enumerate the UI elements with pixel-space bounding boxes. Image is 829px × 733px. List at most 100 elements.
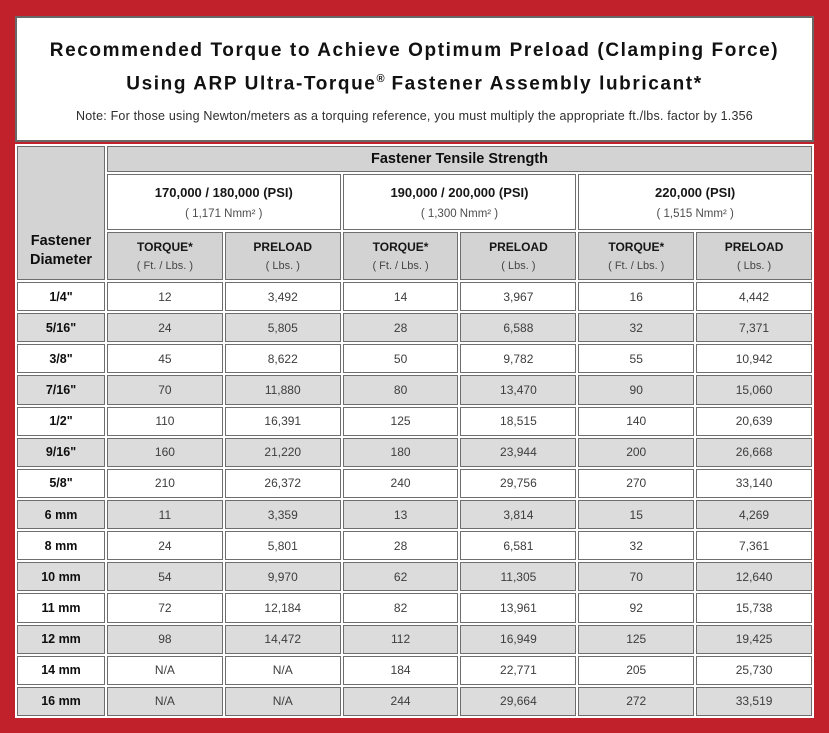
measure-header-unit: ( Lbs. ) (736, 260, 772, 272)
preload-value-cell: 15,060 (696, 375, 812, 405)
torque-value-cell: 62 (342, 562, 459, 592)
measure-header-label: TORQUE* (608, 240, 665, 254)
torque-value-cell: 50 (342, 344, 459, 374)
torque-value-cell: 24 (107, 531, 223, 561)
measure-header-label: TORQUE* (137, 240, 193, 254)
strength-column-header-1: 170,000 / 180,000 (PSI) ( 1,171 Nmm² ) (107, 174, 341, 230)
torque-value-cell: 28 (342, 531, 459, 561)
table-row: 3/8" 45 8,622 50 9,782 55 10,942 (17, 344, 812, 374)
fastener-diameter-cell: 3/8" (17, 344, 105, 374)
preload-value-cell: 5,805 (224, 313, 341, 343)
preload-value-cell: 4,442 (696, 282, 812, 312)
page-title-line2-post: Fastener Assembly lubricant* (384, 73, 703, 95)
preload-value-cell: 23,944 (460, 437, 577, 467)
preload-value-cell: 7,361 (696, 531, 812, 561)
measure-header-unit: ( Lbs. ) (265, 260, 300, 272)
torque-value-cell: 55 (578, 344, 695, 374)
torque-value-cell: 72 (107, 593, 223, 623)
torque-value-cell: 125 (342, 406, 459, 436)
preload-value-cell: 9,970 (224, 562, 341, 592)
torque-value-cell: 92 (578, 593, 695, 623)
note-text: Note: For those using Newton/meters as a… (76, 109, 753, 124)
preload-value-cell: 12,184 (224, 593, 341, 623)
torque-value-cell: 98 (107, 624, 223, 654)
torque-value-cell: 112 (342, 624, 459, 654)
preload-value-cell: 9,782 (460, 344, 577, 374)
registered-trademark-symbol: ® (376, 73, 385, 85)
torque-value-cell: 82 (342, 593, 459, 623)
torque-value-cell: 45 (107, 344, 223, 374)
measure-header-cell: TORQUE* ( Ft. / Lbs. ) (107, 232, 223, 280)
preload-value-cell: 15,738 (696, 593, 812, 623)
preload-value-cell: 13,961 (460, 593, 577, 623)
preload-value-cell: 26,668 (696, 437, 812, 467)
torque-value-cell: 28 (342, 313, 459, 343)
fastener-diameter-cell: 7/16" (17, 375, 105, 405)
preload-value-cell: 6,581 (460, 531, 577, 561)
strength-column-header-3: 220,000 (PSI) ( 1,515 Nmm² ) (578, 174, 812, 230)
torque-value-cell: N/A (107, 655, 223, 685)
preload-value-cell: 20,639 (696, 406, 812, 436)
preload-value-cell: 33,519 (696, 686, 812, 716)
table-row: 5/16" 24 5,805 28 6,588 32 7,371 (17, 313, 812, 343)
preload-value-cell: 7,371 (696, 313, 812, 343)
preload-value-cell: 16,391 (224, 406, 341, 436)
torque-value-cell: 244 (342, 686, 459, 716)
measure-header-unit: ( Ft. / Lbs. ) (136, 260, 194, 272)
title-panel: Recommended Torque to Achieve Optimum Pr… (15, 16, 814, 142)
torque-value-cell: 160 (107, 437, 223, 467)
measure-header-unit: ( Ft. / Lbs. ) (372, 260, 429, 272)
preload-value-cell: 3,967 (460, 282, 577, 312)
preload-value-cell: 8,622 (224, 344, 341, 374)
preload-value-cell: 12,640 (696, 562, 812, 592)
table-row: 8 mm 24 5,801 28 6,581 32 7,361 (17, 531, 812, 561)
measure-header-cell: PRELOAD ( Lbs. ) (696, 232, 812, 280)
torque-value-cell: 70 (107, 375, 223, 405)
preload-value-cell: 11,305 (460, 562, 577, 592)
psi-label: 170,000 / 180,000 (PSI) (154, 184, 293, 200)
group-header-cell: Fastener Tensile Strength (107, 146, 812, 172)
table-row: 11 mm 72 12,184 82 13,961 92 15,738 (17, 593, 812, 623)
torque-value-cell: 184 (342, 655, 459, 685)
preload-value-cell: 21,220 (224, 437, 341, 467)
fastener-diameter-cell: 14 mm (17, 655, 105, 685)
table-row: 6 mm 11 3,359 13 3,814 15 4,269 (17, 499, 812, 530)
torque-value-cell: 16 (578, 282, 695, 312)
page-title-line1: Recommended Torque to Achieve Optimum Pr… (49, 40, 780, 61)
preload-value-cell: 22,771 (460, 655, 577, 685)
torque-value-cell: 90 (578, 375, 695, 405)
torque-value-cell: 70 (578, 562, 695, 592)
preload-value-cell: 19,425 (696, 624, 812, 654)
page-title-line2: Using ARP Ultra-Torque® Fastener Assembl… (17, 65, 812, 98)
torque-value-cell: 11 (107, 499, 223, 530)
torque-value-cell: 24 (107, 313, 223, 343)
fastener-diameter-cell: 5/8" (17, 468, 105, 498)
table-row: 7/16" 70 11,880 80 13,470 90 15,060 (17, 375, 812, 405)
fastener-diameter-cell: 16 mm (17, 686, 105, 716)
torque-value-cell: 205 (578, 655, 695, 685)
nmm-label: ( 1,515 Nmm² ) (656, 207, 734, 220)
torque-value-cell: 210 (107, 468, 223, 498)
preload-value-cell: N/A (224, 655, 341, 685)
torque-value-cell: N/A (107, 686, 223, 716)
preload-value-cell: 29,756 (460, 468, 577, 498)
fastener-diameter-cell: 9/16" (17, 437, 105, 467)
torque-value-cell: 180 (342, 437, 459, 467)
psi-label: 220,000 (PSI) (655, 184, 736, 200)
torque-table: Fastener Diameter Fastener Tensile Stren… (15, 144, 814, 718)
table-row: 1/4" 12 3,492 14 3,967 16 4,442 (17, 282, 812, 312)
table-body: 1/4" 12 3,492 14 3,967 16 4,442 5/16" 24… (17, 282, 812, 716)
preload-value-cell: 3,814 (460, 499, 577, 530)
measure-header-cell: PRELOAD ( Lbs. ) (460, 232, 577, 280)
torque-value-cell: 110 (107, 406, 223, 436)
measure-header-cell: TORQUE* ( Ft. / Lbs. ) (342, 232, 459, 280)
preload-value-cell: 5,801 (224, 531, 341, 561)
preload-value-cell: 26,372 (224, 468, 341, 498)
measure-header-cell: TORQUE* ( Ft. / Lbs. ) (578, 232, 695, 280)
preload-value-cell: 33,140 (696, 468, 812, 498)
measure-header-label: TORQUE* (372, 240, 429, 254)
table-row: 10 mm 54 9,970 62 11,305 70 12,640 (17, 562, 812, 592)
torque-value-cell: 32 (578, 531, 695, 561)
psi-label: 190,000 / 200,000 (PSI) (390, 184, 529, 200)
